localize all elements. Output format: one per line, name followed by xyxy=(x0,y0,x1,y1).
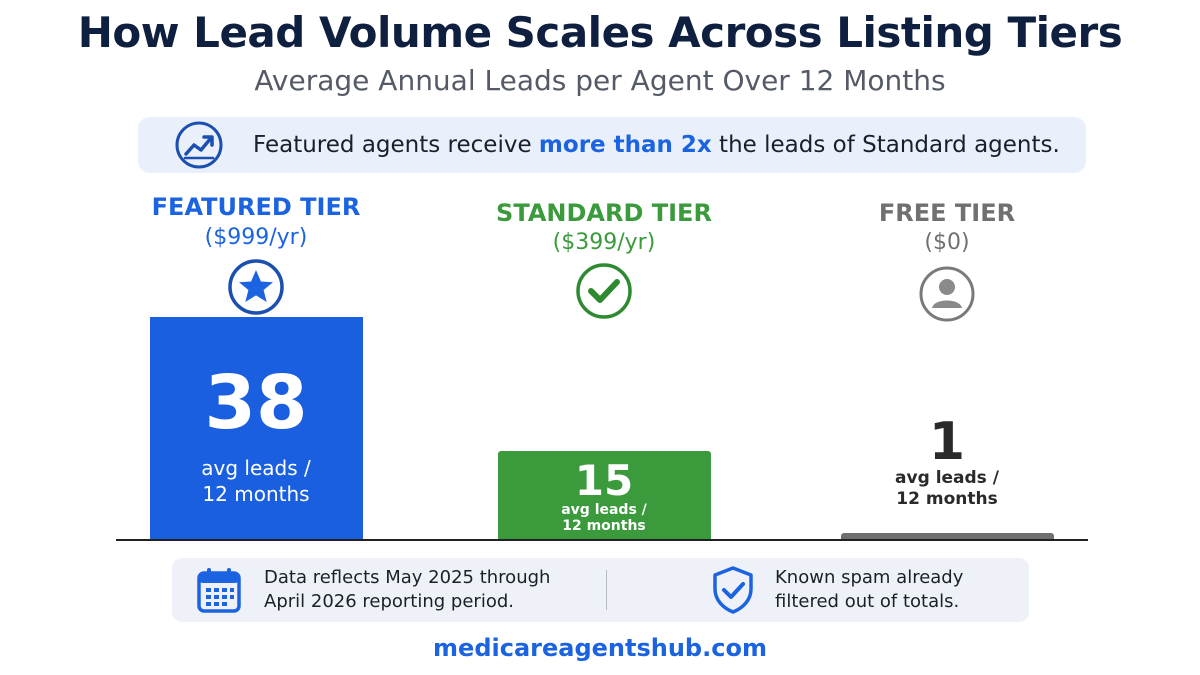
tier-name: FEATURED TIER xyxy=(151,193,361,221)
person-icon xyxy=(917,264,977,324)
bar-value-label: 1 xyxy=(928,412,966,472)
trend-up-icon xyxy=(175,121,223,169)
footer-right-text: Known spam already filtered out of total… xyxy=(775,566,963,614)
footer-left-line1: Data reflects May 2025 through xyxy=(264,567,551,588)
footer-right-line2: filtered out of totals. xyxy=(775,591,960,612)
callout-highlight: more than 2x xyxy=(538,132,712,158)
chart-subtitle: Average Annual Leads per Agent Over 12 M… xyxy=(254,64,946,97)
bar-unit-label: avg leads /12 months xyxy=(561,502,647,534)
bar-unit-label: avg leads /12 months xyxy=(895,468,999,509)
tier-price: ($999/yr) xyxy=(204,225,308,250)
checkmark-icon xyxy=(574,261,634,321)
bar-unit-label: avg leads /12 months xyxy=(201,456,311,506)
bar-value-label: 15 xyxy=(574,456,634,505)
bar xyxy=(840,533,1054,539)
star-icon xyxy=(226,257,286,317)
calendar-icon xyxy=(197,568,241,613)
insight-callout: Featured agents receive more than 2x the… xyxy=(138,117,1086,173)
chart-baseline xyxy=(116,539,1088,541)
website-url: medicareagentshub.com xyxy=(433,634,767,662)
bar xyxy=(149,317,363,539)
footer-notes: Data reflects May 2025 through April 202… xyxy=(172,558,1029,622)
bar-value-label: 38 xyxy=(204,360,308,446)
footer-divider xyxy=(606,570,607,610)
footer-right-line1: Known spam already xyxy=(775,567,964,588)
tier-price: ($0) xyxy=(924,230,970,255)
chart-title: How Lead Volume Scales Across Listing Ti… xyxy=(77,8,1123,57)
footer-left-text: Data reflects May 2025 through April 202… xyxy=(264,566,550,614)
footer-left-line2: April 2026 reporting period. xyxy=(264,591,514,612)
tier-price: ($399/yr) xyxy=(552,230,656,255)
callout-text: Featured agents receive more than 2x the… xyxy=(253,117,1060,173)
callout-prefix: Featured agents receive xyxy=(253,132,539,158)
callout-suffix: the leads of Standard agents. xyxy=(711,132,1060,158)
tier-name: STANDARD TIER xyxy=(496,199,712,227)
bar xyxy=(497,451,711,539)
shield-check-icon xyxy=(713,566,753,614)
tier-name: FREE TIER xyxy=(878,199,1016,227)
